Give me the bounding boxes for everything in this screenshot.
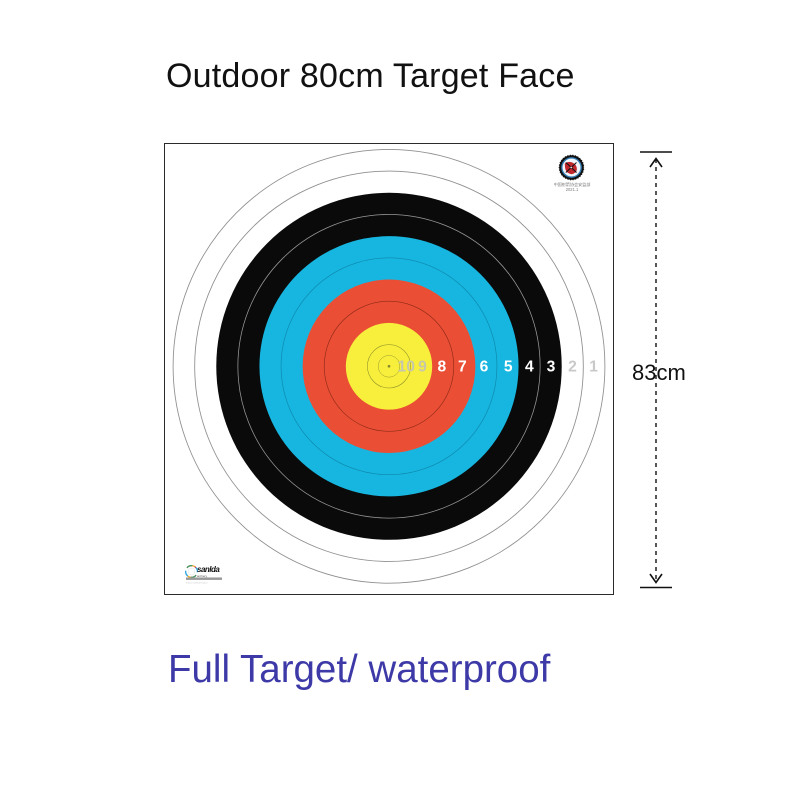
svg-text:3: 3 bbox=[547, 359, 556, 376]
svg-text:10: 10 bbox=[398, 359, 416, 376]
svg-text:8: 8 bbox=[438, 359, 447, 376]
svg-text:9: 9 bbox=[418, 359, 427, 376]
svg-text:2: 2 bbox=[568, 359, 577, 376]
svg-text:1: 1 bbox=[589, 359, 598, 376]
svg-text:5: 5 bbox=[504, 359, 513, 376]
svg-text:4: 4 bbox=[525, 359, 534, 376]
svg-text:6: 6 bbox=[480, 359, 489, 376]
svg-text:Patent Certified Product: Patent Certified Product bbox=[186, 581, 208, 584]
svg-text:7: 7 bbox=[458, 359, 467, 376]
